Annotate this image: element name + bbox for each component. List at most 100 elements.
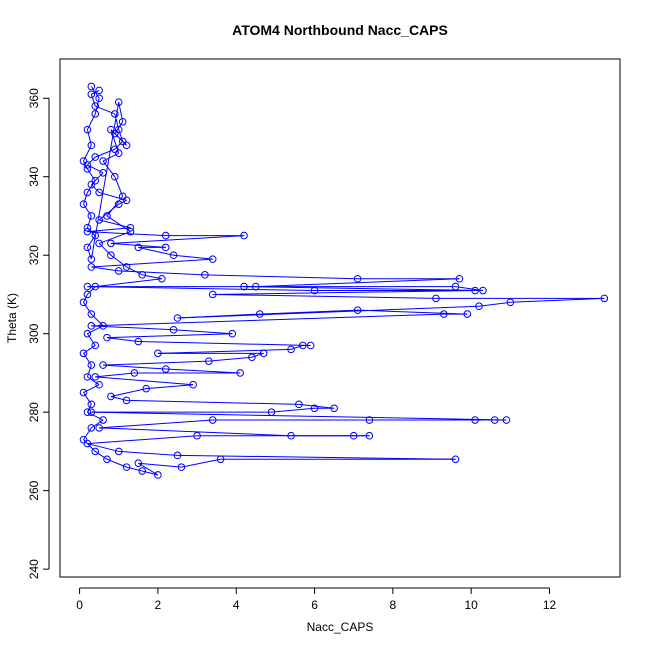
data-point bbox=[475, 302, 483, 311]
data-point bbox=[506, 298, 515, 307]
series-segment bbox=[87, 231, 166, 237]
series-segment bbox=[173, 329, 233, 335]
series-segment bbox=[126, 399, 299, 405]
series-segment bbox=[212, 290, 476, 295]
data-point bbox=[87, 400, 96, 409]
series-lines bbox=[83, 86, 605, 476]
data-point bbox=[91, 102, 100, 110]
series-segment bbox=[99, 419, 213, 429]
y-tick-label: 260 bbox=[27, 480, 41, 500]
y-tick-label: 320 bbox=[27, 245, 41, 265]
series-segment bbox=[142, 470, 159, 476]
data-point bbox=[118, 117, 127, 126]
data-point bbox=[79, 435, 88, 444]
series-segment bbox=[87, 435, 198, 445]
data-point bbox=[259, 349, 268, 358]
series-segment bbox=[87, 156, 96, 166]
series-segment bbox=[157, 348, 292, 354]
series-segment bbox=[103, 360, 209, 366]
data-point bbox=[189, 380, 197, 389]
data-point bbox=[83, 223, 92, 232]
data-point bbox=[130, 369, 139, 377]
data-point bbox=[114, 267, 123, 275]
data-point bbox=[201, 271, 209, 279]
data-point bbox=[502, 416, 511, 424]
series-segment bbox=[110, 129, 120, 154]
data-point bbox=[122, 196, 131, 205]
data-point bbox=[439, 310, 448, 318]
series-segment bbox=[86, 364, 92, 378]
series-segment bbox=[118, 270, 205, 276]
series-segment bbox=[83, 392, 92, 405]
series-segment bbox=[99, 219, 131, 229]
data-point bbox=[87, 82, 96, 91]
series-segment bbox=[114, 113, 120, 130]
data-point bbox=[95, 86, 103, 95]
series-segment bbox=[106, 337, 139, 343]
series-segment bbox=[126, 466, 143, 472]
data-point bbox=[240, 282, 248, 291]
series-segment bbox=[110, 388, 147, 397]
series-segment bbox=[95, 278, 162, 288]
data-point bbox=[111, 110, 119, 118]
data-point bbox=[126, 223, 135, 232]
data-point bbox=[169, 251, 178, 260]
series-segment bbox=[83, 302, 92, 315]
data-point bbox=[118, 137, 127, 146]
data-point bbox=[208, 255, 217, 263]
series-segment bbox=[86, 168, 96, 181]
data-point bbox=[91, 373, 100, 381]
data-point bbox=[122, 263, 131, 271]
data-point bbox=[173, 314, 182, 322]
data-point bbox=[208, 416, 217, 424]
x-tick-label: 2 bbox=[155, 598, 162, 612]
data-point bbox=[99, 169, 107, 177]
data-point bbox=[83, 329, 92, 338]
series-segment bbox=[86, 333, 96, 346]
series-segment bbox=[255, 278, 460, 288]
data-point bbox=[83, 165, 92, 173]
data-point bbox=[83, 290, 92, 299]
y-tick-label: 240 bbox=[27, 559, 41, 579]
data-point bbox=[87, 263, 96, 271]
data-point bbox=[79, 157, 88, 165]
data-point bbox=[138, 271, 147, 279]
series-segment bbox=[83, 353, 92, 366]
series-segment bbox=[173, 254, 213, 260]
data-point bbox=[79, 200, 88, 208]
series-segment bbox=[110, 235, 245, 244]
data-point bbox=[83, 373, 92, 381]
series-segment bbox=[94, 98, 100, 115]
data-point bbox=[471, 416, 479, 424]
series-segment bbox=[83, 192, 88, 205]
data-point bbox=[451, 455, 460, 464]
data-point bbox=[365, 431, 374, 440]
series-segment bbox=[95, 372, 135, 378]
series-segment bbox=[259, 309, 358, 315]
data-point bbox=[95, 216, 103, 224]
series-segment bbox=[83, 439, 96, 452]
data-point bbox=[83, 227, 92, 236]
data-point bbox=[91, 341, 100, 350]
data-point bbox=[95, 94, 103, 103]
series-segment bbox=[91, 313, 444, 327]
series-segment bbox=[298, 403, 335, 409]
x-tick-label: 12 bbox=[543, 598, 557, 612]
data-point bbox=[114, 98, 123, 106]
series-segment bbox=[95, 376, 194, 386]
y-axis: 240 260 280 300 320 340 360 bbox=[27, 88, 50, 579]
data-point bbox=[114, 125, 123, 134]
data-point bbox=[479, 286, 487, 295]
data-point bbox=[122, 396, 131, 405]
series-segment bbox=[110, 395, 127, 401]
data-point bbox=[103, 455, 111, 464]
data-point bbox=[103, 333, 111, 342]
data-point bbox=[252, 282, 260, 291]
series-segment bbox=[83, 345, 96, 354]
data-point bbox=[83, 439, 92, 448]
series-segment bbox=[98, 203, 120, 221]
series-segment bbox=[478, 301, 511, 307]
data-point bbox=[87, 424, 96, 432]
data-point bbox=[95, 380, 103, 389]
x-tick-label: 0 bbox=[76, 598, 83, 612]
